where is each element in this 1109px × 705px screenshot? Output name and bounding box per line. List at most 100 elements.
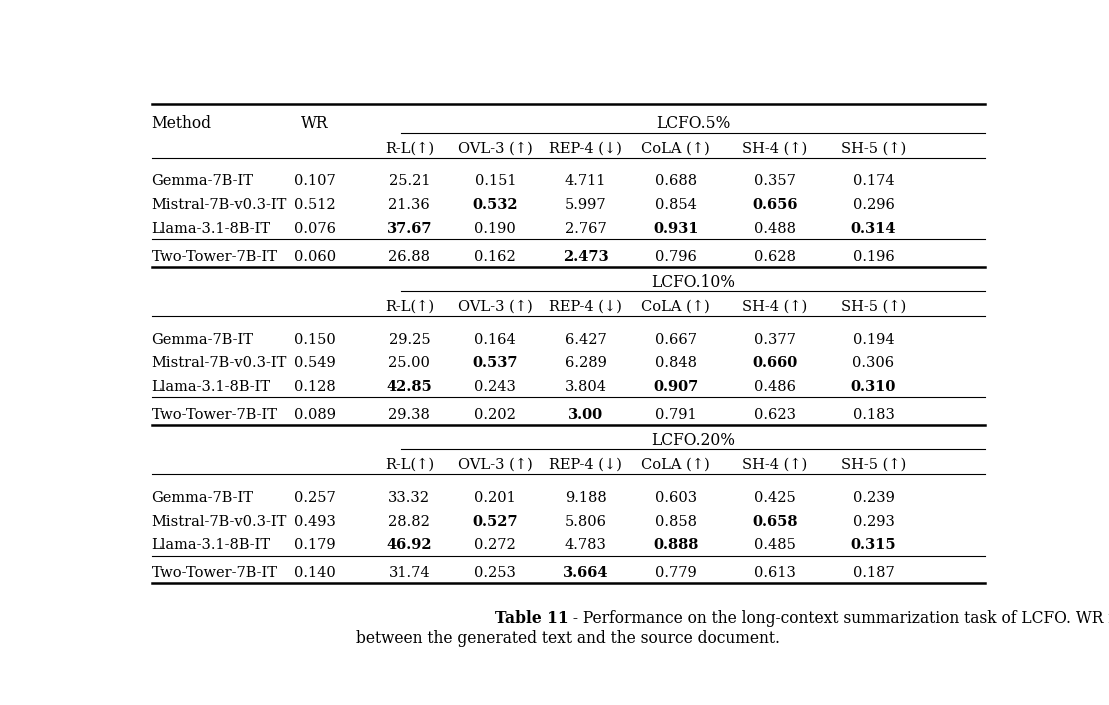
Text: Mistral-7B-v0.3-IT: Mistral-7B-v0.3-IT	[152, 357, 287, 370]
Text: LCFO.5%: LCFO.5%	[655, 116, 730, 133]
Text: Mistral-7B-v0.3-IT: Mistral-7B-v0.3-IT	[152, 515, 287, 529]
Text: 0.315: 0.315	[851, 539, 896, 553]
Text: 0.107: 0.107	[294, 174, 336, 188]
Text: - Performance on the long-context summarization task of LCFO. WR is the word cou: - Performance on the long-context summar…	[568, 610, 1109, 627]
Text: Llama-3.1-8B-IT: Llama-3.1-8B-IT	[152, 222, 271, 236]
Text: 0.060: 0.060	[294, 250, 336, 264]
Text: 3.00: 3.00	[568, 408, 603, 422]
Text: 0.201: 0.201	[475, 491, 516, 505]
Text: 4.783: 4.783	[564, 539, 607, 553]
Text: 0.357: 0.357	[754, 174, 795, 188]
Text: 0.623: 0.623	[754, 408, 795, 422]
Text: 0.128: 0.128	[294, 381, 336, 394]
Text: 0.183: 0.183	[853, 408, 895, 422]
Text: 0.306: 0.306	[853, 357, 895, 370]
Text: CoLA (↑): CoLA (↑)	[641, 142, 710, 156]
Text: REP-4 (↓): REP-4 (↓)	[549, 300, 622, 314]
Text: 33.32: 33.32	[388, 491, 430, 505]
Text: CoLA (↑): CoLA (↑)	[641, 458, 710, 472]
Text: Two-Tower-7B-IT: Two-Tower-7B-IT	[152, 250, 277, 264]
Text: LCFO.20%: LCFO.20%	[651, 432, 735, 449]
Text: 42.85: 42.85	[386, 381, 433, 394]
Text: 31.74: 31.74	[388, 566, 430, 580]
Text: Gemma-7B-IT: Gemma-7B-IT	[152, 174, 254, 188]
Text: OVL-3 (↑): OVL-3 (↑)	[458, 458, 532, 472]
Text: Two-Tower-7B-IT: Two-Tower-7B-IT	[152, 408, 277, 422]
Text: 0.931: 0.931	[653, 222, 699, 236]
Text: 0.257: 0.257	[294, 491, 336, 505]
Text: 0.296: 0.296	[853, 198, 895, 212]
Text: 0.796: 0.796	[654, 250, 696, 264]
Text: WR: WR	[301, 116, 328, 133]
Text: R-L(↑): R-L(↑)	[385, 300, 434, 314]
Text: OVL-3 (↑): OVL-3 (↑)	[458, 142, 532, 156]
Text: 0.174: 0.174	[853, 174, 894, 188]
Text: 0.858: 0.858	[654, 515, 696, 529]
Text: 46.92: 46.92	[387, 539, 433, 553]
Text: 0.150: 0.150	[294, 333, 336, 347]
Text: 0.613: 0.613	[754, 566, 795, 580]
Text: 6.427: 6.427	[564, 333, 607, 347]
Text: 3.664: 3.664	[562, 566, 609, 580]
Text: 0.888: 0.888	[653, 539, 699, 553]
Text: 0.425: 0.425	[754, 491, 795, 505]
Text: 0.089: 0.089	[294, 408, 336, 422]
Text: 21.36: 21.36	[388, 198, 430, 212]
Text: LCFO.10%: LCFO.10%	[651, 274, 735, 291]
Text: 0.272: 0.272	[475, 539, 516, 553]
Text: 25.21: 25.21	[388, 174, 430, 188]
Text: 0.179: 0.179	[294, 539, 336, 553]
Text: Gemma-7B-IT: Gemma-7B-IT	[152, 333, 254, 347]
Text: 0.253: 0.253	[475, 566, 517, 580]
Text: SH-4 (↑): SH-4 (↑)	[742, 458, 807, 472]
Text: 0.656: 0.656	[752, 198, 797, 212]
Text: R-L(↑): R-L(↑)	[385, 458, 434, 472]
Text: 28.82: 28.82	[388, 515, 430, 529]
Text: 0.151: 0.151	[475, 174, 516, 188]
Text: 6.289: 6.289	[564, 357, 607, 370]
Text: REP-4 (↓): REP-4 (↓)	[549, 142, 622, 156]
Text: 0.512: 0.512	[294, 198, 336, 212]
Text: 4.711: 4.711	[564, 174, 607, 188]
Text: 0.377: 0.377	[754, 333, 795, 347]
Text: 5.997: 5.997	[564, 198, 607, 212]
Text: 0.314: 0.314	[851, 222, 896, 236]
Text: 0.202: 0.202	[475, 408, 517, 422]
Text: Llama-3.1-8B-IT: Llama-3.1-8B-IT	[152, 381, 271, 394]
Text: 0.486: 0.486	[754, 381, 795, 394]
Text: 5.806: 5.806	[564, 515, 607, 529]
Text: 0.493: 0.493	[294, 515, 336, 529]
Text: SH-5 (↑): SH-5 (↑)	[841, 142, 906, 156]
Text: REP-4 (↓): REP-4 (↓)	[549, 458, 622, 472]
Text: 0.190: 0.190	[475, 222, 516, 236]
Text: Llama-3.1-8B-IT: Llama-3.1-8B-IT	[152, 539, 271, 553]
Text: 0.549: 0.549	[294, 357, 336, 370]
Text: between the generated text and the source document.: between the generated text and the sourc…	[356, 630, 781, 647]
Text: 0.243: 0.243	[475, 381, 517, 394]
Text: 0.628: 0.628	[754, 250, 795, 264]
Text: 0.076: 0.076	[294, 222, 336, 236]
Text: Mistral-7B-v0.3-IT: Mistral-7B-v0.3-IT	[152, 198, 287, 212]
Text: 2.767: 2.767	[564, 222, 607, 236]
Text: 0.310: 0.310	[851, 381, 896, 394]
Text: 0.164: 0.164	[475, 333, 516, 347]
Text: 0.667: 0.667	[654, 333, 696, 347]
Text: 0.194: 0.194	[853, 333, 894, 347]
Text: 0.658: 0.658	[752, 515, 797, 529]
Text: 0.779: 0.779	[655, 566, 696, 580]
Text: SH-4 (↑): SH-4 (↑)	[742, 142, 807, 156]
Text: 0.488: 0.488	[754, 222, 795, 236]
Text: 0.537: 0.537	[472, 357, 518, 370]
Text: SH-5 (↑): SH-5 (↑)	[841, 300, 906, 314]
Text: 0.848: 0.848	[654, 357, 696, 370]
Text: 26.88: 26.88	[388, 250, 430, 264]
Text: Two-Tower-7B-IT: Two-Tower-7B-IT	[152, 566, 277, 580]
Text: 0.293: 0.293	[853, 515, 895, 529]
Text: 0.603: 0.603	[654, 491, 696, 505]
Text: 0.688: 0.688	[654, 174, 696, 188]
Text: 2.473: 2.473	[562, 250, 609, 264]
Text: 0.660: 0.660	[752, 357, 797, 370]
Text: 0.162: 0.162	[475, 250, 516, 264]
Text: OVL-3 (↑): OVL-3 (↑)	[458, 300, 532, 314]
Text: 0.907: 0.907	[653, 381, 699, 394]
